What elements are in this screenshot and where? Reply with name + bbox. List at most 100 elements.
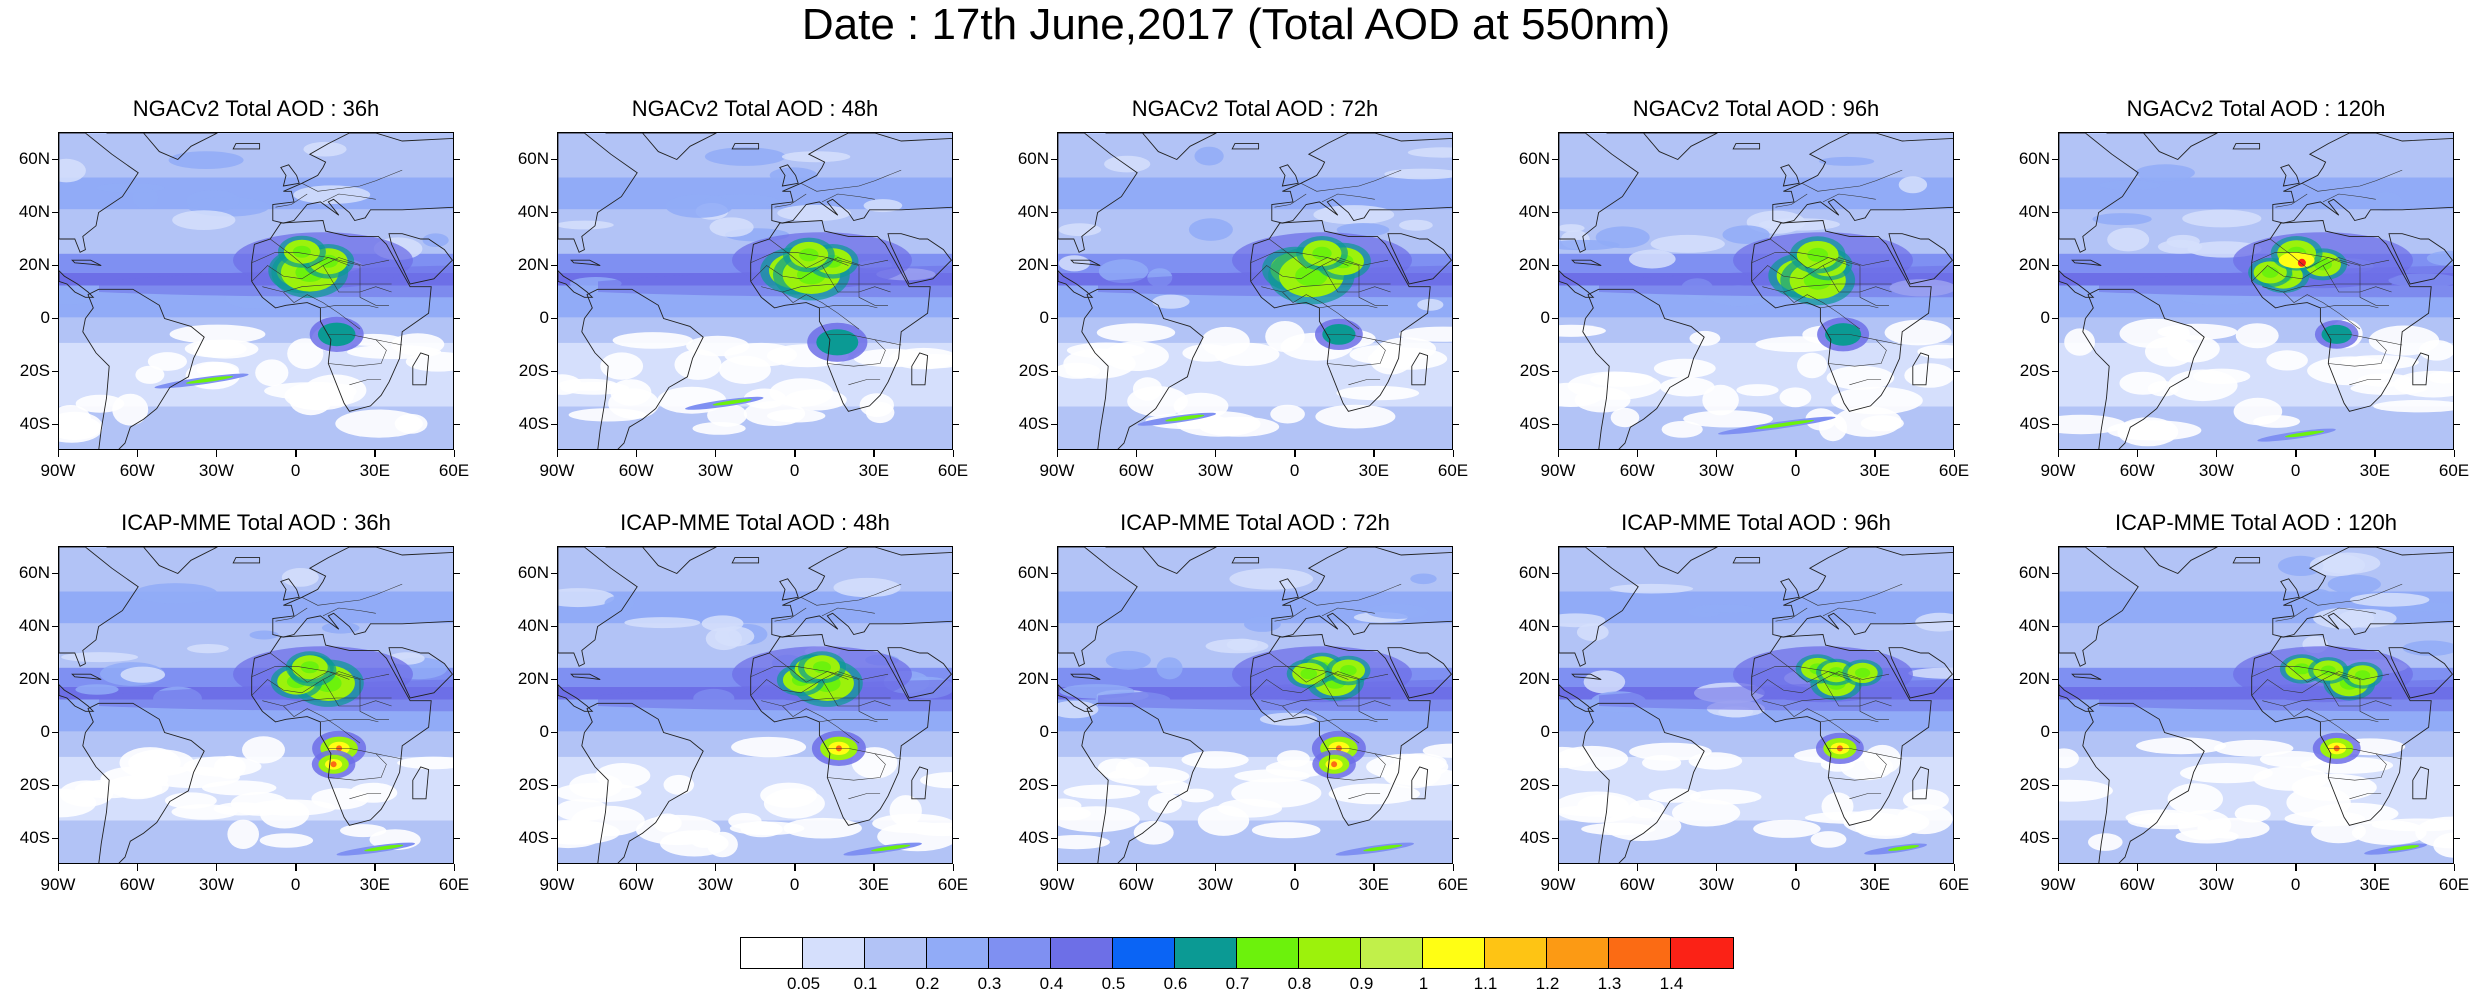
colorbar-label: 0.4 [1039,974,1064,993]
coastline-central [558,684,594,712]
panel-title: ICAP-MME Total AOD : 96h [1621,510,1891,535]
lat-label: 20N [18,254,50,274]
lon-tick [295,450,297,457]
aod-field [59,547,453,863]
country-borders [2251,169,2403,386]
aod-field [2059,133,2453,449]
lat-label: 20S [2019,774,2050,794]
lat-tick [1453,625,1459,627]
colorbar-label: 0.5 [1101,974,1126,993]
dust-hotspots [268,235,355,298]
coastline-greenland [2106,133,2218,161]
lat-tick [1453,678,1459,680]
coastline-samerica [1081,702,1204,863]
lon-tick [1056,864,1058,871]
colorbar-label: 0.6 [1163,974,1188,993]
lon-label: 90W [539,461,575,480]
lat-tick [2052,678,2058,680]
coastline-arabia [1888,647,1953,699]
lon-tick [794,864,796,871]
lon-label: 30E [359,461,390,480]
lat-label: 40N [18,201,50,221]
lat-label: 40N [517,615,549,635]
lon-tick [1135,864,1138,871]
lat-tick [2052,572,2058,574]
lat-label: 0 [1540,307,1550,327]
country-borders [750,583,902,800]
lat-tick [1954,678,1960,680]
lon-label: 30E [2359,875,2390,894]
coastline-cuba [1070,259,1101,266]
aod-map-panel [1057,132,1453,450]
lat-tick [953,370,959,372]
coastline-madagascar [911,766,929,800]
colorbar-swatch [1299,938,1361,968]
coastline-cuba [2071,259,2102,266]
lat-tick [551,572,557,574]
aod-field [59,133,453,449]
lon-tick [2057,864,2059,871]
lon-tick [295,864,297,871]
coastline-cuba [570,259,601,266]
lon-tick [1715,450,1718,457]
lat-label: 40S [19,413,50,433]
coastline-central [558,270,594,298]
coastline-samerica [82,288,205,449]
aod-map-panel [2058,132,2454,450]
lat-label: 60N [517,148,549,168]
panel-title: ICAP-MME Total AOD : 120h [2114,510,2398,535]
coastline-cuba [1571,259,1602,266]
lat-tick [52,678,58,680]
lon-tick [1373,450,1375,457]
colorbar-label: 0.05 [786,974,821,993]
lat-tick [1552,211,1558,213]
coastline-namerica [2059,547,2139,667]
coastline-africa [1751,220,1932,412]
lon-label: 0 [290,461,301,480]
lat-tick [1453,264,1459,266]
lat-tick [454,837,460,839]
lat-tick [953,678,959,680]
lat-label: 0 [40,721,50,741]
lat-tick [1051,837,1057,839]
colorbar-label: 1.2 [1535,974,1560,993]
lon-label: 30E [1358,875,1389,894]
coastline-uk [1279,164,1299,187]
lon-label: 60E [2438,461,2470,480]
colorbar-swatch [1175,938,1237,968]
lat-tick [953,317,959,319]
colorbar-label: 0.9 [1349,974,1374,993]
lat-tick [2052,423,2058,425]
country-borders [1250,583,1402,800]
lon-tick [1373,864,1375,871]
colorbar-swatch [1423,938,1485,968]
lat-tick [454,784,460,786]
coastline-namerica [59,133,139,253]
coastline-uk [1780,578,1800,601]
coastline-africa [1250,220,1431,412]
lat-label: 0 [539,721,549,741]
colorbar-swatch [1113,938,1175,968]
lat-tick [1954,837,1960,839]
lat-tick [52,158,58,160]
dust-hotspots [2279,654,2383,701]
coastline-greenland [1606,133,1718,161]
lat-label: 20N [1518,668,1550,688]
lon-tick [1294,864,1296,871]
lon-label: 30W [198,461,234,480]
lat-tick [454,572,460,574]
lon-tick [714,864,717,871]
lat-tick [1552,784,1558,786]
lat-tick [52,317,58,319]
coastline-madagascar [412,352,430,386]
lon-tick [2136,864,2139,871]
country-borders [251,169,403,386]
coastline-europe [1271,547,1452,638]
coastlines [558,547,952,863]
aod-plume [1864,843,1927,855]
lat-label: 40S [518,827,549,847]
lon-label: 0 [1790,875,1801,894]
lon-tick [1795,864,1797,871]
lon-label: 60W [1118,461,1154,480]
lat-tick [1552,370,1558,372]
